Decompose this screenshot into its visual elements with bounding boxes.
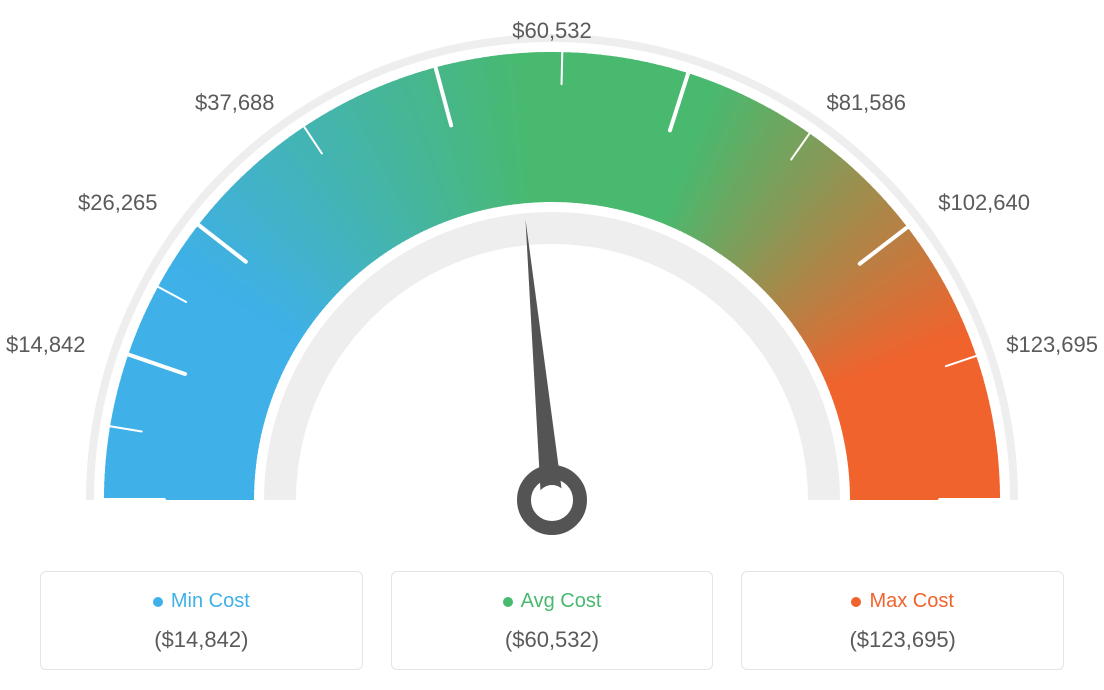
legend-title-avg: Avg Cost	[503, 590, 602, 613]
legend-dot-max	[851, 597, 861, 607]
legend-value-max: ($123,695)	[752, 627, 1053, 653]
legend-value-min: ($14,842)	[51, 627, 352, 653]
legend-title-avg-text: Avg Cost	[521, 590, 602, 613]
gauge-area: $14,842 $26,265 $37,688 $60,532 $81,586 …	[0, 0, 1104, 560]
legend-title-max-text: Max Cost	[869, 590, 953, 613]
legend-card-max: Max Cost ($123,695)	[741, 571, 1064, 670]
legend-value-avg: ($60,532)	[402, 627, 703, 653]
tick-label-5: $102,640	[938, 190, 1030, 216]
tick-label-1: $26,265	[78, 190, 158, 216]
cost-gauge-chart: { "canvas": { "width": 1104, "height": 6…	[0, 0, 1104, 690]
tick-label-0: $14,842	[6, 332, 86, 358]
legend-dot-avg	[503, 597, 513, 607]
legend-card-avg: Avg Cost ($60,532)	[391, 571, 714, 670]
legend-dot-min	[153, 597, 163, 607]
legend-card-min: Min Cost ($14,842)	[40, 571, 363, 670]
legend-row: Min Cost ($14,842) Avg Cost ($60,532) Ma…	[0, 571, 1104, 670]
gauge-svg	[0, 0, 1104, 560]
tick-label-4: $81,586	[826, 90, 906, 116]
legend-title-min: Min Cost	[153, 590, 250, 613]
tick-label-3: $60,532	[512, 18, 592, 44]
legend-title-min-text: Min Cost	[171, 590, 250, 613]
tick-label-2: $37,688	[195, 90, 275, 116]
tick-label-6: $123,695	[1006, 332, 1098, 358]
legend-title-max: Max Cost	[851, 590, 953, 613]
